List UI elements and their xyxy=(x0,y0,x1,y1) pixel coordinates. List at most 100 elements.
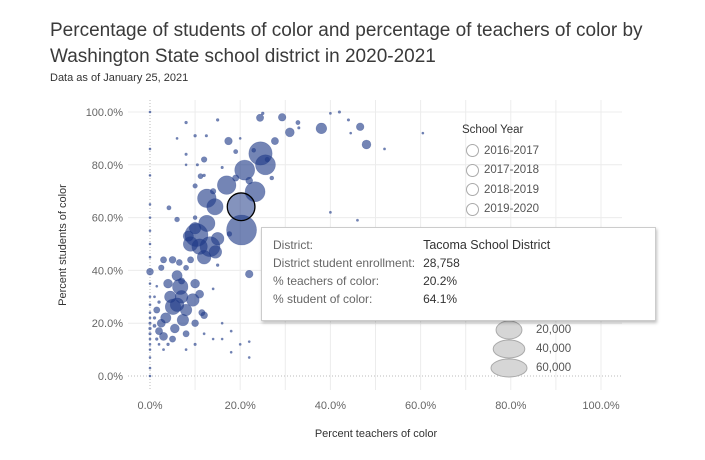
district-point[interactable] xyxy=(217,175,237,195)
district-point[interactable] xyxy=(182,330,190,338)
district-point[interactable] xyxy=(153,306,161,314)
district-point[interactable] xyxy=(245,176,253,185)
district-point[interactable] xyxy=(193,134,197,138)
district-point[interactable] xyxy=(148,295,152,299)
district-point[interactable] xyxy=(269,175,275,181)
district-point[interactable] xyxy=(285,127,295,138)
district-point[interactable] xyxy=(155,284,159,288)
district-point[interactable] xyxy=(210,188,217,195)
district-point[interactable] xyxy=(157,342,161,346)
district-point[interactable] xyxy=(383,147,386,151)
highlighted-district-point[interactable] xyxy=(226,192,256,222)
district-point[interactable] xyxy=(160,256,167,264)
district-point[interactable] xyxy=(215,118,220,122)
district-point[interactable] xyxy=(229,350,233,354)
district-point[interactable] xyxy=(297,126,301,130)
district-point[interactable] xyxy=(156,318,166,328)
radio-icon[interactable] xyxy=(466,202,479,216)
radio-icon[interactable] xyxy=(466,163,479,177)
district-point[interactable] xyxy=(152,316,157,320)
district-point[interactable] xyxy=(153,295,156,299)
district-point[interactable] xyxy=(189,222,202,235)
district-point[interactable] xyxy=(245,269,254,279)
district-point[interactable] xyxy=(202,173,206,178)
district-point[interactable] xyxy=(264,156,270,163)
district-point[interactable] xyxy=(232,174,240,182)
district-point[interactable] xyxy=(229,329,233,333)
district-point[interactable] xyxy=(192,183,198,189)
district-point[interactable] xyxy=(157,300,161,304)
district-point[interactable] xyxy=(184,348,188,352)
district-point[interactable] xyxy=(168,256,177,264)
district-point[interactable] xyxy=(255,154,276,176)
district-point[interactable] xyxy=(148,311,152,315)
district-point[interactable] xyxy=(251,147,257,153)
district-point[interactable] xyxy=(247,356,251,359)
district-point[interactable] xyxy=(220,337,224,341)
district-point[interactable] xyxy=(220,321,224,325)
district-point[interactable] xyxy=(170,323,180,334)
district-point[interactable] xyxy=(356,218,359,222)
district-point[interactable] xyxy=(193,342,197,346)
district-point[interactable] xyxy=(184,152,188,156)
district-point[interactable] xyxy=(356,122,365,131)
district-point[interactable] xyxy=(211,232,225,246)
district-point[interactable] xyxy=(238,136,242,140)
district-point[interactable] xyxy=(421,131,425,135)
district-point[interactable] xyxy=(198,214,216,232)
district-point[interactable] xyxy=(148,337,152,341)
district-point[interactable] xyxy=(184,120,188,125)
district-point[interactable] xyxy=(148,332,152,336)
district-point[interactable] xyxy=(155,327,163,336)
district-point[interactable] xyxy=(315,122,328,135)
district-point[interactable] xyxy=(208,245,223,259)
school-year-option[interactable]: 2017-2018 xyxy=(466,161,539,181)
district-point[interactable] xyxy=(270,137,279,145)
district-point[interactable] xyxy=(233,149,239,155)
school-year-option[interactable]: 2016-2017 xyxy=(466,141,539,161)
district-point[interactable] xyxy=(190,278,200,289)
radio-icon[interactable] xyxy=(466,144,479,158)
district-point[interactable] xyxy=(211,337,215,341)
district-point[interactable] xyxy=(328,210,332,214)
district-point[interactable] xyxy=(174,216,180,223)
district-point[interactable] xyxy=(146,267,154,276)
district-point[interactable] xyxy=(256,113,264,122)
district-point[interactable] xyxy=(295,120,301,126)
district-point[interactable] xyxy=(148,366,152,370)
district-point[interactable] xyxy=(226,231,233,237)
district-point[interactable] xyxy=(184,163,188,167)
district-point[interactable] xyxy=(159,332,168,341)
district-point[interactable] xyxy=(196,250,212,265)
district-point[interactable] xyxy=(195,163,199,167)
district-point[interactable] xyxy=(361,139,372,150)
district-point[interactable] xyxy=(346,118,351,122)
district-point[interactable] xyxy=(169,335,177,343)
district-point[interactable] xyxy=(224,136,233,146)
district-point[interactable] xyxy=(175,136,179,140)
district-point[interactable] xyxy=(148,321,152,325)
district-point[interactable] xyxy=(211,287,215,291)
district-point[interactable] xyxy=(202,332,206,336)
district-point[interactable] xyxy=(328,111,332,115)
district-point[interactable] xyxy=(261,111,265,116)
district-point[interactable] xyxy=(148,147,152,151)
district-point[interactable] xyxy=(155,337,159,341)
district-point[interactable] xyxy=(148,348,152,352)
district-point[interactable] xyxy=(163,278,173,289)
district-point[interactable] xyxy=(234,159,256,181)
district-point[interactable] xyxy=(148,202,152,206)
district-point[interactable] xyxy=(148,110,152,114)
district-point[interactable] xyxy=(198,309,206,317)
district-point[interactable] xyxy=(148,229,152,233)
district-point[interactable] xyxy=(158,264,165,271)
district-point[interactable] xyxy=(152,323,157,328)
district-point[interactable] xyxy=(148,374,152,378)
district-point[interactable] xyxy=(206,198,224,216)
district-point[interactable] xyxy=(337,110,342,114)
district-point[interactable] xyxy=(148,326,152,331)
school-year-option[interactable]: 2019-2020 xyxy=(466,200,539,220)
district-point[interactable] xyxy=(200,156,208,163)
district-point[interactable] xyxy=(349,131,353,135)
district-point[interactable] xyxy=(204,134,208,138)
